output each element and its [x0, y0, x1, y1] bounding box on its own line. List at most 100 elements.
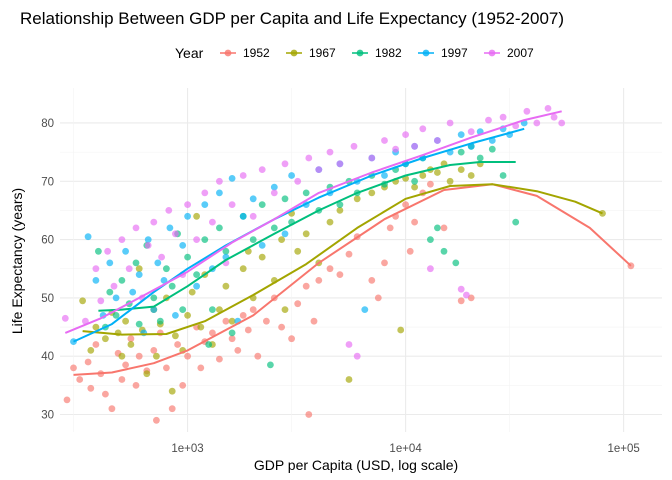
data-point-1997 [150, 306, 158, 313]
data-point-1997 [92, 277, 100, 284]
data-point-2007 [544, 105, 552, 112]
trend-line-1997 [73, 127, 525, 343]
data-point-1952 [411, 218, 418, 226]
data-point-1997 [249, 195, 257, 203]
y-tick-label: 40 [41, 351, 54, 363]
data-point-1952 [216, 355, 223, 363]
data-point-1952 [302, 282, 310, 290]
data-point-2007 [158, 253, 166, 261]
data-point-2007 [228, 201, 236, 209]
data-point-1952 [345, 250, 353, 258]
data-point-1952 [209, 329, 216, 337]
data-point-1952 [386, 224, 394, 232]
data-point-2007 [499, 113, 507, 121]
chart-title: Relationship Between GDP per Capita and … [20, 9, 564, 28]
data-point-1952 [168, 405, 176, 413]
data-point-1967 [188, 288, 196, 296]
data-point-1997 [144, 236, 152, 244]
data-point-1952 [315, 277, 323, 284]
data-point-2007 [201, 189, 209, 197]
data-point-2007 [92, 265, 100, 273]
data-point-1967 [353, 195, 361, 203]
data-point-1952 [122, 361, 129, 369]
data-point-1967 [239, 265, 247, 273]
data-point-1952 [197, 364, 205, 372]
data-point-1982 [163, 265, 170, 273]
y-tick-label: 80 [41, 118, 54, 130]
data-point-1952 [254, 352, 262, 360]
data-point-1982 [512, 218, 520, 226]
data-point-1967 [122, 317, 129, 325]
data-point-2007 [392, 145, 399, 153]
data-point-2007 [294, 177, 302, 185]
data-point-2007 [125, 265, 133, 273]
data-point-1952 [288, 335, 295, 343]
data-point-1997 [258, 242, 266, 249]
data-point-1967 [258, 253, 266, 261]
legend-key-dot-1967 [290, 49, 298, 57]
data-point-1952 [127, 335, 135, 343]
data-point-1967 [419, 172, 427, 179]
data-point-1952 [92, 341, 100, 348]
data-point-1982 [95, 247, 102, 255]
data-point-2007 [368, 154, 376, 162]
data-point-1982 [249, 236, 257, 244]
data-point-2007 [457, 285, 465, 293]
data-point-1952 [102, 390, 109, 398]
data-point-1967 [172, 332, 179, 340]
data-point-2007 [336, 160, 344, 168]
data-point-1952 [381, 259, 388, 267]
data-point-1952 [440, 224, 448, 232]
data-point-1982 [205, 341, 213, 348]
data-point-1967 [302, 230, 310, 238]
data-point-1952 [84, 358, 92, 366]
data-point-1967 [336, 207, 344, 214]
data-point-1952 [179, 382, 187, 389]
data-point-2007 [305, 154, 313, 162]
data-point-1967 [345, 376, 353, 383]
data-point-1967 [143, 370, 151, 378]
data-point-2007 [61, 314, 69, 322]
data-point-1967 [281, 306, 289, 313]
data-point-1997 [361, 306, 369, 313]
data-point-1982 [440, 247, 448, 255]
data-point-1997 [106, 259, 114, 267]
data-point-1967 [118, 352, 126, 360]
data-point-1967 [467, 172, 475, 179]
data-point-1982 [427, 236, 434, 244]
data-point-2007 [467, 128, 475, 136]
data-point-2007 [281, 160, 289, 168]
data-point-1982 [488, 145, 496, 153]
x-axis-title: GDP per Capita (USD, log scale) [254, 457, 458, 473]
data-point-1967 [457, 166, 465, 174]
data-point-1997 [179, 242, 187, 249]
data-point-1967 [135, 265, 143, 273]
data-point-1952 [427, 180, 434, 188]
data-point-1997 [84, 233, 92, 241]
data-point-1982 [184, 253, 192, 261]
data-point-1982 [179, 306, 187, 313]
legend-label-2007: 2007 [507, 46, 534, 60]
data-point-1952 [402, 201, 409, 209]
data-point-2007 [209, 218, 216, 226]
data-point-2007 [402, 131, 409, 139]
data-point-2007 [353, 352, 361, 360]
data-point-2007 [144, 242, 152, 249]
y-tick-label: 50 [41, 293, 54, 305]
data-point-1967 [222, 282, 230, 290]
data-point-2007 [249, 212, 257, 220]
data-point-2007 [258, 166, 266, 174]
data-point-1997 [228, 175, 236, 182]
data-point-2007 [463, 291, 470, 299]
data-point-1982 [132, 259, 140, 267]
data-point-1967 [278, 236, 285, 244]
legend-key-dot-2007 [488, 49, 496, 57]
data-point-2007 [172, 230, 179, 238]
x-tick-label: 1e+03 [171, 443, 203, 455]
data-point-2007 [326, 148, 334, 156]
data-point-1967 [168, 387, 176, 395]
data-point-2007 [558, 119, 566, 127]
legend-key-dot-1997 [422, 49, 430, 57]
data-points [61, 105, 635, 424]
data-point-2007 [411, 142, 418, 150]
